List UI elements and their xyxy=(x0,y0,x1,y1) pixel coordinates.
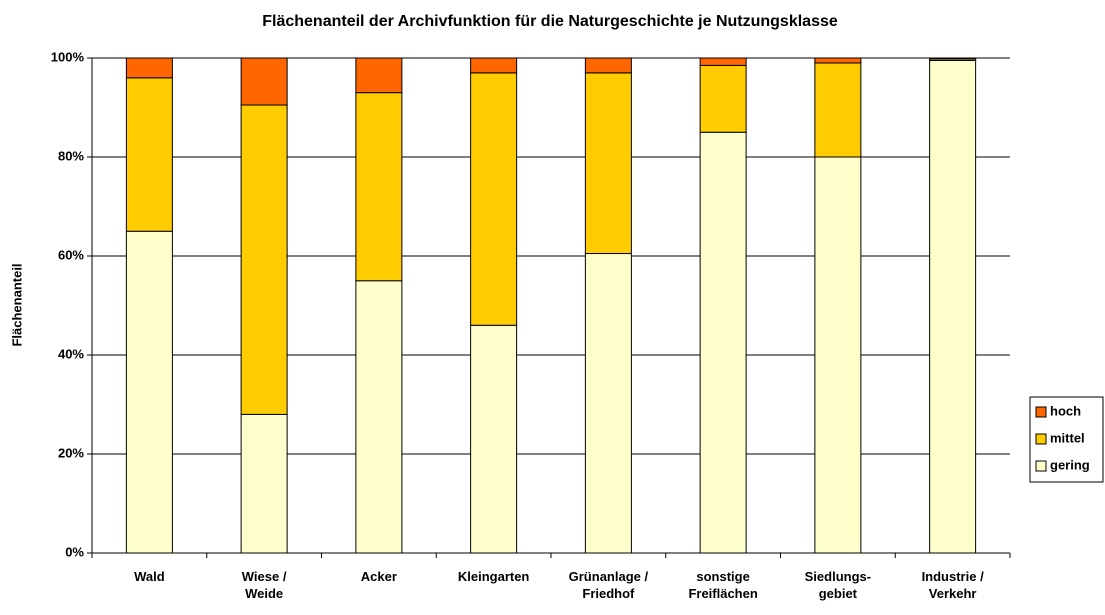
bar-segment xyxy=(929,59,977,554)
bar-segment xyxy=(584,57,632,74)
x-tick-label: Acker xyxy=(360,569,397,584)
bar-segment xyxy=(125,57,173,79)
bar-segment xyxy=(699,131,747,554)
bar-segment xyxy=(125,230,173,554)
bar-segment xyxy=(240,57,288,106)
bar-segment xyxy=(814,57,862,64)
x-tick-label: Kleingarten xyxy=(457,569,530,584)
y-tick-label: 20% xyxy=(58,445,84,460)
bar-segment xyxy=(240,104,288,415)
legend-label: hoch xyxy=(1050,403,1081,418)
legend-label: gering xyxy=(1050,457,1090,472)
bar-segment xyxy=(470,57,518,74)
bar-segment xyxy=(125,77,173,232)
chart-title: Flächenanteil der Archivfunktion für die… xyxy=(262,13,838,30)
x-tick-label: Grünanlage / Friedhof xyxy=(568,569,649,601)
legend-swatch xyxy=(1035,460,1047,472)
y-tick-label: 60% xyxy=(58,247,84,262)
x-tick-label: Wald xyxy=(134,569,165,584)
bar-segment xyxy=(355,280,403,554)
bar-segment xyxy=(929,57,977,60)
y-axis-label: Flächenanteil xyxy=(9,263,24,346)
bar-segment xyxy=(584,72,632,255)
bar-segment xyxy=(699,57,747,66)
bar-segment xyxy=(240,413,288,554)
bar-segment xyxy=(814,156,862,554)
bar-segment xyxy=(355,57,403,94)
x-tick-label: Wiese / Weide xyxy=(241,569,287,601)
bar-segment xyxy=(355,92,403,282)
x-tick-label: Siedlungs-gebiet xyxy=(804,569,872,601)
bar-segment xyxy=(584,253,632,554)
bar-segment xyxy=(814,62,862,158)
legend-swatch xyxy=(1035,433,1047,445)
legend-swatch xyxy=(1035,406,1047,418)
y-tick-label: 100% xyxy=(51,49,85,64)
bar-segment xyxy=(470,72,518,326)
x-tick-label: Industrie / Verkehr xyxy=(921,569,984,601)
bar-segment xyxy=(470,324,518,554)
x-tick-label: sonstige Freiflächen xyxy=(688,569,758,601)
bar-segment xyxy=(699,64,747,133)
y-tick-label: 80% xyxy=(58,148,84,163)
y-tick-label: 40% xyxy=(58,346,84,361)
y-tick-label: 0% xyxy=(65,544,84,559)
legend-label: mittel xyxy=(1050,430,1085,445)
